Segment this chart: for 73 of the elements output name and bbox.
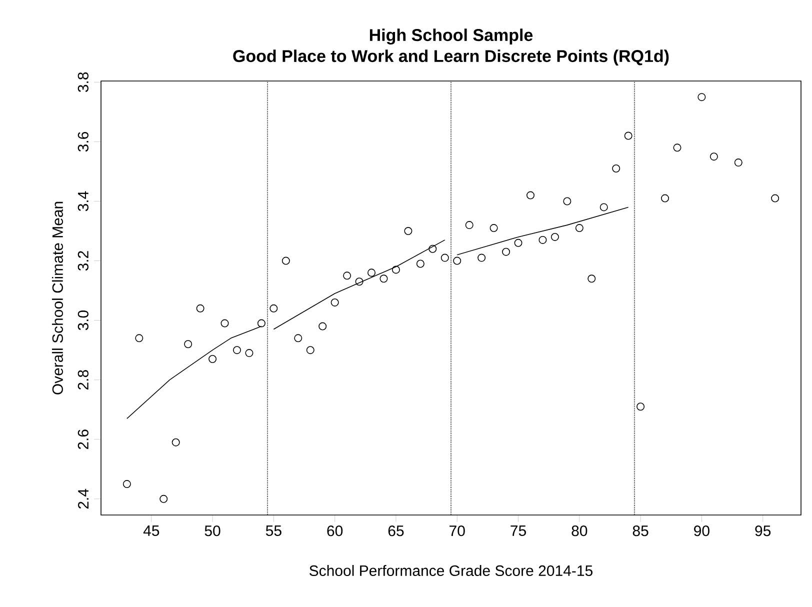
point	[453, 256, 462, 265]
point	[282, 256, 290, 265]
y-tick-label: 3.2	[78, 251, 88, 271]
point	[184, 340, 192, 348]
point	[368, 268, 376, 277]
y-tick-label: 2.4	[78, 488, 88, 509]
x-tick-label: 85	[632, 526, 648, 536]
chart-title: High School Sample	[370, 28, 533, 45]
y-tick-label: 3.8	[78, 72, 88, 92]
point	[380, 274, 388, 283]
point	[318, 322, 327, 330]
x-tick-label: 50	[204, 526, 220, 536]
point	[270, 304, 278, 312]
x-tick-label: 80	[572, 526, 588, 536]
y-tick-label: 3.6	[78, 132, 88, 152]
point	[392, 266, 400, 274]
point	[172, 438, 180, 446]
point	[624, 132, 632, 140]
point	[550, 232, 559, 241]
point	[330, 298, 339, 306]
line-series	[273, 240, 446, 330]
point	[612, 164, 620, 173]
y-tick-label: 3.4	[78, 191, 88, 212]
point	[478, 254, 486, 262]
x-tick-label: 90	[694, 526, 710, 536]
x-tick-label: 70	[450, 526, 465, 536]
point	[673, 144, 682, 152]
point	[122, 480, 131, 488]
x-tick-label: 65	[388, 526, 404, 536]
x-axis-title: School Performance Grade Score 2014-15	[310, 565, 592, 576]
point	[575, 224, 584, 232]
x-tick-label: 75	[510, 526, 526, 536]
chart-subtitle: Good Place to Work and Learn Discrete Points (RQ1d)	[233, 50, 669, 66]
point	[465, 221, 474, 230]
x-tick-label: 45	[143, 526, 160, 536]
point	[257, 319, 266, 328]
point	[220, 319, 229, 328]
point	[490, 224, 498, 232]
point	[563, 197, 572, 206]
point	[710, 152, 718, 161]
point	[538, 236, 547, 244]
point	[416, 260, 424, 268]
point	[294, 334, 302, 342]
x-tick-label: 95	[755, 526, 771, 536]
x-tick-label: 60	[327, 526, 343, 536]
point	[208, 355, 217, 364]
point	[245, 349, 254, 358]
point	[698, 93, 706, 102]
y-tick-label: 2.8	[78, 370, 88, 390]
point	[343, 272, 352, 280]
point	[734, 158, 742, 167]
point	[600, 203, 608, 212]
y-tick-label: 3.0	[78, 310, 88, 330]
point	[514, 238, 522, 247]
point	[771, 194, 780, 202]
y-axis-title: Overall School Climate Mean	[52, 202, 63, 394]
point	[404, 227, 412, 236]
x-tick-label: 55	[266, 526, 282, 536]
y-tick-label: 2.6	[78, 430, 88, 450]
point	[440, 254, 449, 262]
point	[661, 194, 670, 202]
point	[355, 278, 364, 286]
line-series	[456, 206, 629, 256]
point	[232, 346, 241, 354]
point	[588, 274, 596, 283]
point	[135, 334, 144, 342]
point	[160, 494, 168, 503]
point	[196, 304, 204, 312]
point	[502, 248, 510, 256]
point	[526, 191, 534, 200]
point	[306, 346, 314, 354]
point	[636, 402, 645, 411]
point	[428, 244, 437, 253]
